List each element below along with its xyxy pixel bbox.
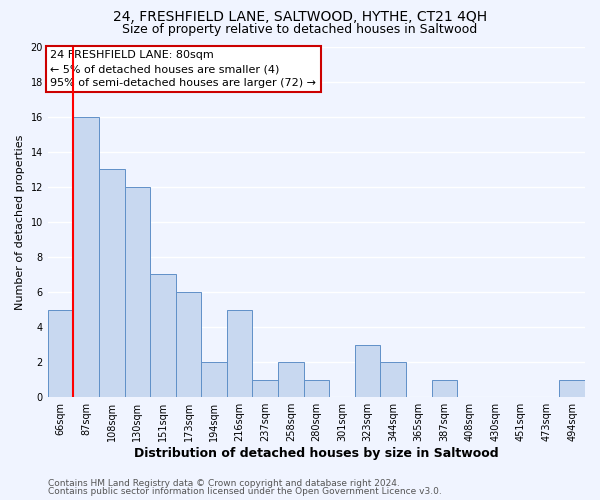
- Bar: [48, 310, 73, 397]
- Text: 24 FRESHFIELD LANE: 80sqm
← 5% of detached houses are smaller (4)
95% of semi-de: 24 FRESHFIELD LANE: 80sqm ← 5% of detach…: [50, 50, 316, 88]
- Bar: [227, 310, 253, 397]
- Bar: [73, 116, 99, 397]
- Bar: [355, 344, 380, 397]
- Text: Size of property relative to detached houses in Saltwood: Size of property relative to detached ho…: [122, 22, 478, 36]
- Bar: [253, 380, 278, 397]
- Bar: [176, 292, 201, 397]
- Text: 24, FRESHFIELD LANE, SALTWOOD, HYTHE, CT21 4QH: 24, FRESHFIELD LANE, SALTWOOD, HYTHE, CT…: [113, 10, 487, 24]
- Bar: [380, 362, 406, 397]
- Bar: [150, 274, 176, 397]
- Bar: [431, 380, 457, 397]
- Bar: [304, 380, 329, 397]
- Bar: [125, 187, 150, 397]
- Text: Contains HM Land Registry data © Crown copyright and database right 2024.: Contains HM Land Registry data © Crown c…: [48, 478, 400, 488]
- Bar: [99, 169, 125, 397]
- X-axis label: Distribution of detached houses by size in Saltwood: Distribution of detached houses by size …: [134, 447, 499, 460]
- Bar: [278, 362, 304, 397]
- Text: Contains public sector information licensed under the Open Government Licence v3: Contains public sector information licen…: [48, 487, 442, 496]
- Bar: [559, 380, 585, 397]
- Y-axis label: Number of detached properties: Number of detached properties: [15, 134, 25, 310]
- Bar: [201, 362, 227, 397]
